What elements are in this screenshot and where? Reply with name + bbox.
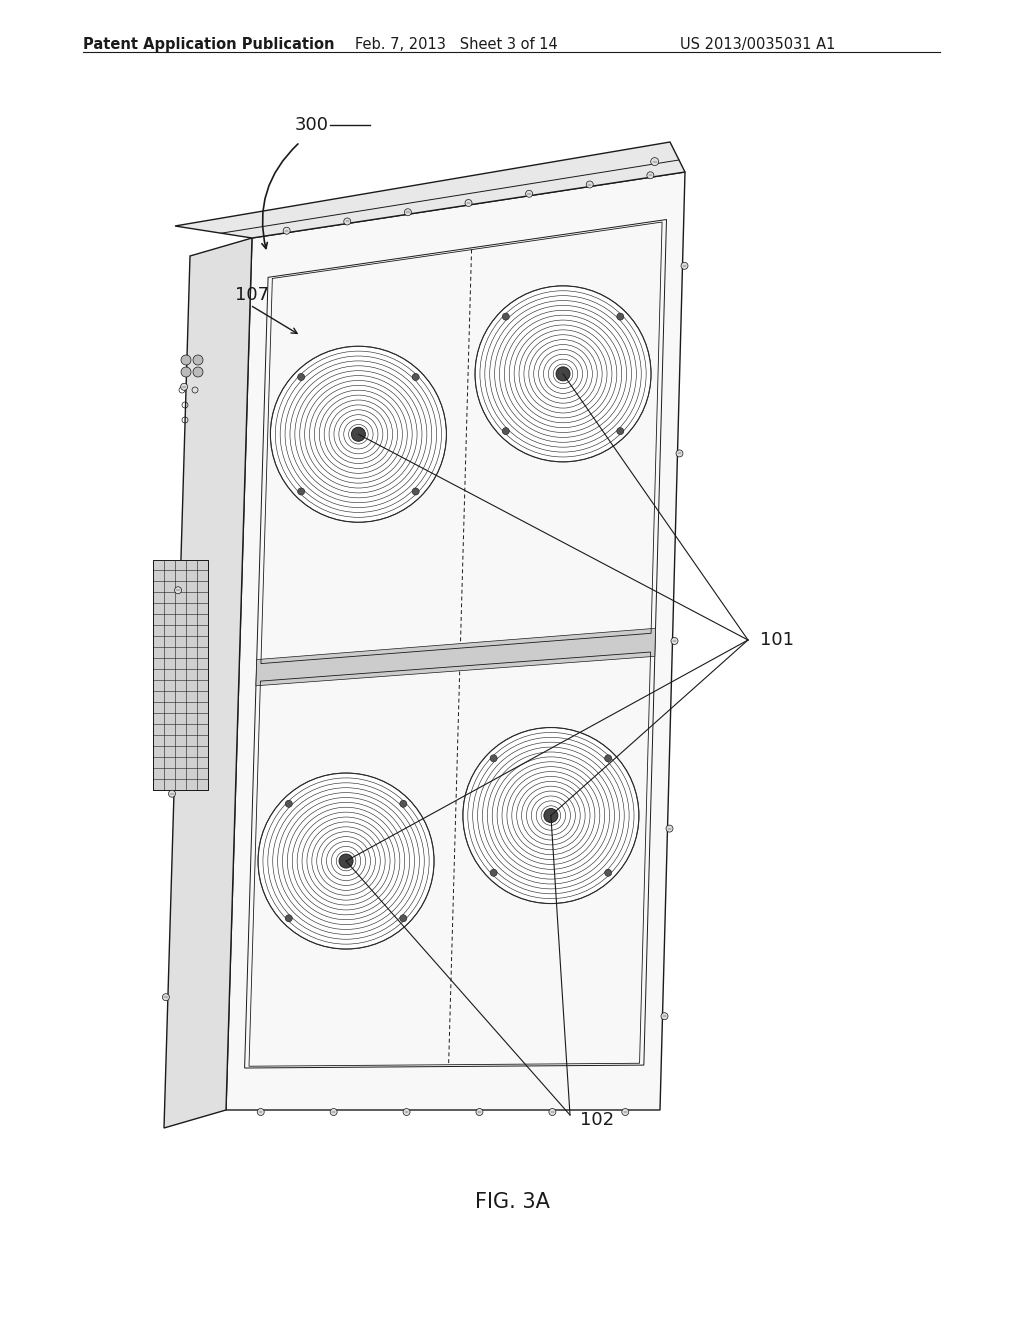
Circle shape [181, 355, 191, 366]
Text: 101: 101 [760, 631, 794, 649]
Circle shape [404, 209, 412, 215]
Circle shape [490, 870, 498, 876]
Circle shape [286, 800, 292, 808]
Circle shape [193, 355, 203, 366]
Circle shape [169, 791, 175, 797]
Polygon shape [256, 628, 655, 686]
Circle shape [556, 367, 570, 381]
Circle shape [647, 172, 654, 178]
Circle shape [270, 346, 446, 523]
Circle shape [463, 727, 639, 904]
Circle shape [650, 157, 658, 165]
Circle shape [490, 755, 498, 762]
Circle shape [622, 1109, 629, 1115]
Circle shape [286, 915, 292, 921]
Circle shape [604, 755, 611, 762]
Circle shape [180, 383, 187, 391]
Circle shape [298, 374, 305, 380]
Polygon shape [164, 238, 252, 1129]
Circle shape [399, 800, 407, 808]
Circle shape [412, 488, 419, 495]
Circle shape [671, 638, 678, 644]
Circle shape [604, 870, 611, 876]
Circle shape [412, 374, 419, 380]
Circle shape [298, 488, 305, 495]
Circle shape [586, 181, 593, 187]
Circle shape [616, 313, 624, 321]
Text: 102: 102 [580, 1111, 614, 1129]
Text: 300: 300 [295, 116, 329, 135]
Circle shape [174, 587, 181, 594]
Text: Feb. 7, 2013   Sheet 3 of 14: Feb. 7, 2013 Sheet 3 of 14 [355, 37, 558, 51]
Circle shape [284, 227, 290, 234]
Text: FIG. 3A: FIG. 3A [474, 1192, 550, 1212]
Circle shape [681, 263, 688, 269]
Circle shape [549, 1109, 556, 1115]
Circle shape [475, 286, 651, 462]
Circle shape [193, 367, 203, 378]
Circle shape [399, 915, 407, 921]
Circle shape [403, 1109, 410, 1115]
Circle shape [344, 218, 351, 224]
Circle shape [476, 1109, 483, 1115]
Circle shape [502, 428, 509, 434]
Circle shape [465, 199, 472, 206]
Circle shape [181, 367, 191, 378]
Circle shape [257, 1109, 264, 1115]
Bar [153, 560, 208, 789]
Circle shape [544, 809, 558, 822]
Circle shape [163, 994, 169, 1001]
Circle shape [502, 313, 509, 321]
Circle shape [676, 450, 683, 457]
Circle shape [616, 428, 624, 434]
Circle shape [666, 825, 673, 832]
Circle shape [351, 428, 366, 441]
Circle shape [258, 774, 434, 949]
Circle shape [662, 1012, 668, 1020]
Circle shape [339, 854, 353, 869]
Circle shape [330, 1109, 337, 1115]
Text: US 2013/0035031 A1: US 2013/0035031 A1 [680, 37, 836, 51]
Circle shape [525, 190, 532, 197]
Text: 107: 107 [234, 286, 269, 304]
Polygon shape [175, 143, 685, 238]
Polygon shape [226, 172, 685, 1110]
Text: Patent Application Publication: Patent Application Publication [83, 37, 335, 51]
